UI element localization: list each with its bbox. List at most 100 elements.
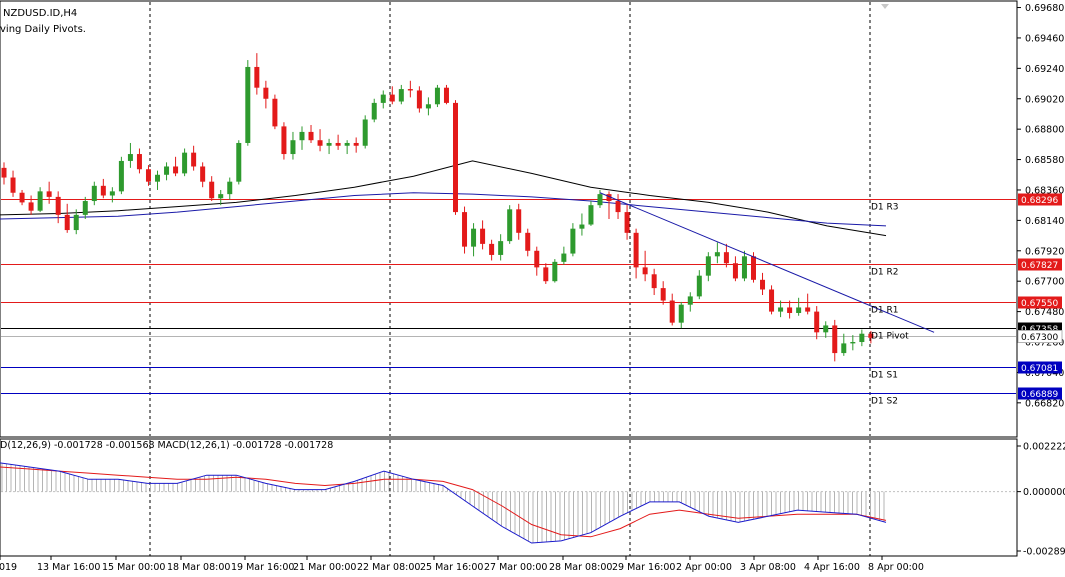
candle-body <box>597 194 603 206</box>
candle <box>173 156 179 177</box>
candle-body <box>525 232 531 251</box>
candle <box>633 228 639 279</box>
candle-body <box>841 343 847 354</box>
candle-body <box>741 256 747 279</box>
candle-body <box>46 191 52 197</box>
candle <box>263 80 269 109</box>
candle <box>561 246 567 265</box>
price-tag: 0.67081 <box>1018 361 1062 374</box>
grid-lines <box>149 2 871 556</box>
candle-body <box>615 201 621 213</box>
candle <box>534 246 540 276</box>
price-tick-label: 0.68140 <box>1025 216 1064 227</box>
candle <box>317 129 323 152</box>
candle-body <box>200 166 206 182</box>
candle <box>678 301 684 329</box>
candle-body <box>218 194 224 199</box>
price-tick-label: 0.68360 <box>1025 185 1064 196</box>
price-tag-bg <box>1018 258 1062 271</box>
candle-body <box>407 89 413 91</box>
candle-body <box>1 167 7 178</box>
macd-pane-frame <box>0 438 1018 557</box>
price-tick-label: 0.67260 <box>1025 338 1064 349</box>
candle-body <box>263 87 269 99</box>
candle <box>55 191 61 224</box>
candle-body <box>516 209 522 233</box>
candle <box>579 213 585 236</box>
candle-body <box>579 224 585 229</box>
candle-body <box>787 307 793 313</box>
candle-body <box>362 119 368 146</box>
candle <box>453 100 458 215</box>
candle <box>191 145 197 171</box>
candle <box>787 300 793 319</box>
candle <box>606 191 612 219</box>
candle <box>507 205 513 244</box>
candle <box>669 293 675 326</box>
trendline-segment[interactable] <box>599 192 935 333</box>
price-tick-label: 0.69020 <box>1025 94 1064 105</box>
candle <box>371 98 377 123</box>
candle <box>732 256 738 282</box>
macd-tick-label: 0.000000 <box>1023 487 1065 498</box>
candle <box>642 250 648 282</box>
price-tick-label: 0.66820 <box>1025 398 1064 409</box>
candle-body <box>453 102 458 213</box>
ma-slow-line <box>0 160 887 237</box>
candle-body <box>100 185 106 196</box>
price-tag-text: 0.67550 <box>1021 299 1058 309</box>
candle-body <box>660 288 666 301</box>
macd-indicator: 0.002222 0.000000 -0.002892 <box>0 442 1065 558</box>
candle-body <box>832 325 838 354</box>
pivot-label: D1 R1 <box>871 306 899 316</box>
candle <box>46 181 52 204</box>
candle-body <box>245 66 251 143</box>
time-tick-label: 22 Mar 08:00 <box>357 562 420 573</box>
price-tag-text: 0.68296 <box>1021 196 1058 206</box>
candle <box>227 177 233 200</box>
candle-body <box>543 267 549 282</box>
scroll-shift-marker-icon[interactable] <box>881 4 889 9</box>
candle-body <box>145 169 151 182</box>
macd-title: D(12,26,9) -0.001728 -0.001568 MACD(12,2… <box>0 440 334 451</box>
price-axis: 0.69680 0.69460 0.69240 0.69020 0.68800 0.685… <box>1017 3 1064 409</box>
candle <box>344 140 350 155</box>
price-tags: 0.682960.678270.675500.673580.670810.668… <box>1017 193 1063 400</box>
pivot-label: D1 Pivot <box>871 332 909 342</box>
trendline[interactable] <box>599 192 935 333</box>
candle <box>525 228 531 257</box>
candle-body <box>82 201 88 215</box>
price-tick-label: 0.69460 <box>1025 33 1064 44</box>
candle-body <box>696 275 702 297</box>
candle <box>1 162 7 185</box>
candle-body <box>471 228 477 247</box>
time-tick-label: 25 Mar 16:00 <box>420 562 483 573</box>
candle-body <box>434 87 440 105</box>
candle-body <box>344 142 350 146</box>
time-tick-label: 28 Mar 08:00 <box>549 562 612 573</box>
candle-body <box>624 212 630 233</box>
candle <box>696 270 702 300</box>
candle <box>805 293 811 315</box>
candle <box>362 115 368 149</box>
pivot-label: D1 R3 <box>871 203 899 213</box>
candle <box>471 223 477 257</box>
time-tick-label: r 2019 <box>0 562 17 573</box>
price-tag: 0.67827 <box>1018 258 1062 271</box>
candle-body <box>850 342 856 344</box>
candle <box>760 272 766 296</box>
candle <box>118 156 124 195</box>
candle-body <box>37 191 43 211</box>
candle-body <box>642 267 648 275</box>
candle-body <box>425 104 431 109</box>
candle-body <box>136 154 142 170</box>
indicator-title: ving Daily Pivots. <box>0 24 86 35</box>
candle <box>218 189 224 206</box>
price-tick-label: 0.69240 <box>1025 64 1064 75</box>
candle-body <box>570 228 576 254</box>
candle-body <box>19 192 25 203</box>
time-tick-label: 3 Apr 08:00 <box>740 562 796 573</box>
price-tick-label: 0.68580 <box>1025 155 1064 166</box>
